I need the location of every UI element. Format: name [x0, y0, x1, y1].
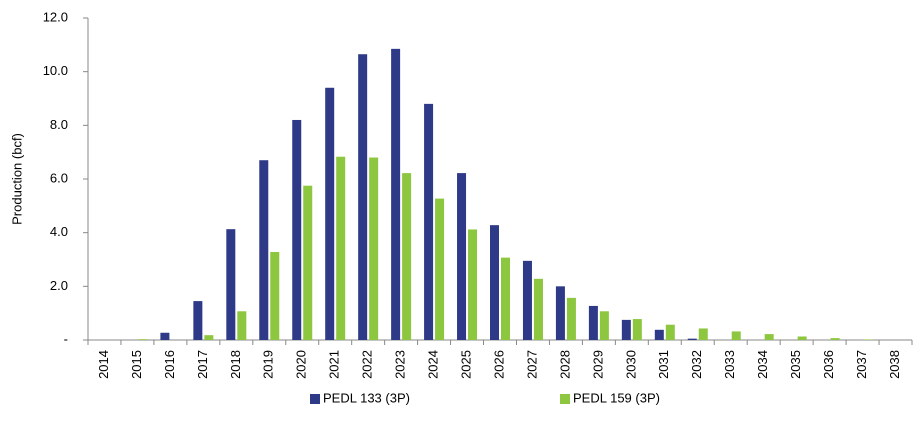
bar — [226, 229, 236, 340]
legend-label: PEDL 133 (3P) — [323, 390, 410, 405]
x-tick-label: 2016 — [162, 350, 177, 379]
bar — [665, 324, 675, 340]
legend-swatch — [560, 394, 570, 404]
x-tick-label: 2019 — [261, 350, 276, 379]
x-tick-label: 2036 — [821, 350, 836, 379]
bar — [435, 198, 445, 340]
bar — [204, 335, 214, 340]
bar — [654, 329, 664, 340]
bar — [138, 339, 148, 340]
x-tick-label: 2024 — [426, 350, 441, 379]
y-tick-label: 10.0 — [43, 63, 68, 78]
bar — [270, 251, 280, 340]
x-tick-label: 2022 — [360, 350, 375, 379]
x-tick-label: 2015 — [129, 350, 144, 379]
bar — [533, 278, 543, 340]
x-tick-label: 2020 — [294, 350, 309, 379]
x-tick-label: 2031 — [656, 350, 671, 379]
x-tick-label: 2038 — [887, 350, 902, 379]
x-tick-label: 2030 — [623, 350, 638, 379]
bar — [237, 311, 247, 340]
bar — [687, 338, 697, 340]
bar — [490, 225, 499, 340]
y-tick-label: 2.0 — [50, 278, 68, 293]
x-tick-label: 2021 — [327, 350, 342, 379]
y-tick-label: - — [64, 331, 68, 346]
bar — [193, 301, 203, 340]
bar — [632, 319, 642, 340]
x-tick-label: 2028 — [557, 350, 572, 379]
x-tick-label: 2014 — [96, 350, 111, 379]
bar — [303, 185, 313, 340]
bar — [391, 48, 401, 340]
bar — [259, 160, 269, 340]
legend-label: PEDL 159 (3P) — [573, 390, 660, 405]
x-tick-label: 2026 — [491, 350, 506, 379]
bar — [468, 229, 478, 340]
bar — [588, 305, 598, 340]
y-axis-label: Production (bcf) — [9, 133, 24, 225]
bar — [292, 119, 302, 340]
x-tick-label: 2018 — [228, 350, 243, 379]
x-tick-label: 2023 — [393, 350, 408, 379]
y-tick-label: 4.0 — [50, 224, 68, 239]
bar — [731, 331, 741, 340]
legend-swatch — [310, 394, 320, 404]
bar — [698, 328, 708, 340]
bar — [863, 339, 873, 340]
bar — [358, 54, 368, 340]
bar — [501, 257, 510, 340]
x-tick-label: 2032 — [689, 350, 704, 379]
bar — [797, 336, 807, 340]
x-tick-label: 2035 — [788, 350, 803, 379]
bar — [402, 173, 412, 340]
bar — [325, 87, 335, 341]
bar — [457, 173, 467, 340]
x-tick-label: 2037 — [854, 350, 869, 379]
y-tick-label: 6.0 — [50, 170, 68, 185]
bar — [764, 334, 774, 340]
bar — [424, 103, 434, 340]
bar — [599, 311, 609, 340]
bar — [160, 332, 170, 340]
bar — [522, 260, 532, 340]
bar — [621, 319, 631, 340]
x-tick-label: 2033 — [722, 350, 737, 379]
y-tick-label: 12.0 — [43, 9, 68, 24]
x-tick-label: 2025 — [458, 350, 473, 379]
bar — [830, 338, 840, 340]
y-tick-label: 8.0 — [50, 117, 68, 132]
x-tick-label: 2034 — [755, 350, 770, 379]
bar — [555, 286, 565, 340]
x-tick-label: 2027 — [524, 350, 539, 379]
bar — [369, 157, 379, 340]
x-tick-label: 2029 — [590, 350, 605, 379]
x-tick-label: 2017 — [195, 350, 210, 379]
bar — [336, 156, 346, 340]
bar — [566, 297, 576, 340]
